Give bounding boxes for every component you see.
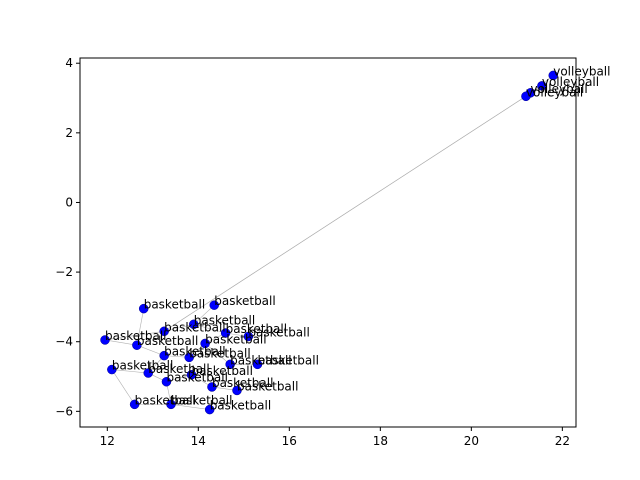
point-label: basketball <box>137 334 198 348</box>
edge-line <box>164 85 543 332</box>
point-label: basketball <box>144 298 205 312</box>
data-point <box>143 368 154 378</box>
labels-layer: volleyballvolleyballvolleyballvolleyball… <box>105 64 610 412</box>
data-point <box>225 359 235 370</box>
point-label: volleyball <box>542 75 599 89</box>
data-point <box>161 376 172 387</box>
data-point <box>252 359 263 370</box>
point-label: basketball <box>226 322 287 336</box>
data-point <box>107 364 117 375</box>
edge-line <box>111 369 135 405</box>
y-tick-label: −6 <box>55 404 73 418</box>
data-point <box>186 370 197 380</box>
edge-line <box>164 324 194 332</box>
x-tick-label: 22 <box>555 434 570 448</box>
edge-line <box>104 330 165 341</box>
data-point <box>159 350 169 361</box>
data-point <box>209 300 219 310</box>
point-label: basketball <box>237 379 298 393</box>
point-label: basketball <box>112 359 173 373</box>
x-tick-label: 14 <box>191 434 206 448</box>
data-point <box>138 303 149 314</box>
point-label: basketball <box>148 362 209 376</box>
x-tick-label: 16 <box>282 434 297 448</box>
point-label: basketball <box>205 332 266 346</box>
point-label: basketball <box>210 399 271 413</box>
point-label: basketball <box>171 393 232 407</box>
point-label: volleyball <box>530 82 587 96</box>
data-point <box>100 335 110 345</box>
y-tick-label: 0 <box>65 195 73 209</box>
edge-line <box>136 344 165 356</box>
data-point <box>129 399 140 410</box>
data-point <box>232 385 242 396</box>
point-label: basketball <box>248 325 309 339</box>
point-label: volleyball <box>526 85 583 99</box>
edge-line <box>204 343 231 365</box>
point-label: basketball <box>166 371 227 385</box>
data-point <box>184 352 194 363</box>
point-label: basketball <box>191 364 252 378</box>
data-point <box>243 331 254 342</box>
point-label: basketball <box>194 313 255 327</box>
data-point <box>166 399 176 410</box>
axes-frame <box>79 57 577 428</box>
y-tick-label: 4 <box>65 56 73 70</box>
point-label: basketball <box>164 320 225 334</box>
point-label: basketball <box>214 294 275 308</box>
y-axis: −6 −4 −2 0 2 4 <box>55 56 80 418</box>
x-tick-label: 18 <box>373 434 388 448</box>
data-point <box>548 70 558 81</box>
y-tick-label: −2 <box>55 265 73 279</box>
data-point <box>159 326 169 337</box>
point-label: basketball <box>105 329 166 343</box>
point-label: basketball <box>164 345 225 359</box>
point-label: volleyball <box>553 64 610 78</box>
x-tick-label: 20 <box>464 434 479 448</box>
data-point <box>204 404 215 415</box>
data-point <box>537 81 547 91</box>
data-point <box>132 340 142 350</box>
data-point <box>189 319 199 330</box>
point-label: basketball <box>135 393 196 407</box>
edge-line <box>170 404 210 410</box>
data-point <box>521 91 531 102</box>
point-label: basketball <box>189 346 250 360</box>
point-label: basketball <box>257 353 318 367</box>
data-point <box>200 338 210 349</box>
data-point <box>220 328 231 338</box>
edge-line <box>136 308 145 346</box>
edge-line <box>104 339 137 346</box>
data-point <box>207 382 217 392</box>
y-tick-label: −4 <box>55 335 73 349</box>
y-tick-label: 2 <box>65 126 73 140</box>
x-axis: 12 14 16 18 20 22 <box>100 427 570 448</box>
edge-line <box>193 324 226 334</box>
points-layer <box>100 70 558 415</box>
point-label: basketball <box>230 353 291 367</box>
edge-line <box>111 369 149 374</box>
point-label: basketball <box>212 376 273 390</box>
x-tick-label: 12 <box>100 434 115 448</box>
